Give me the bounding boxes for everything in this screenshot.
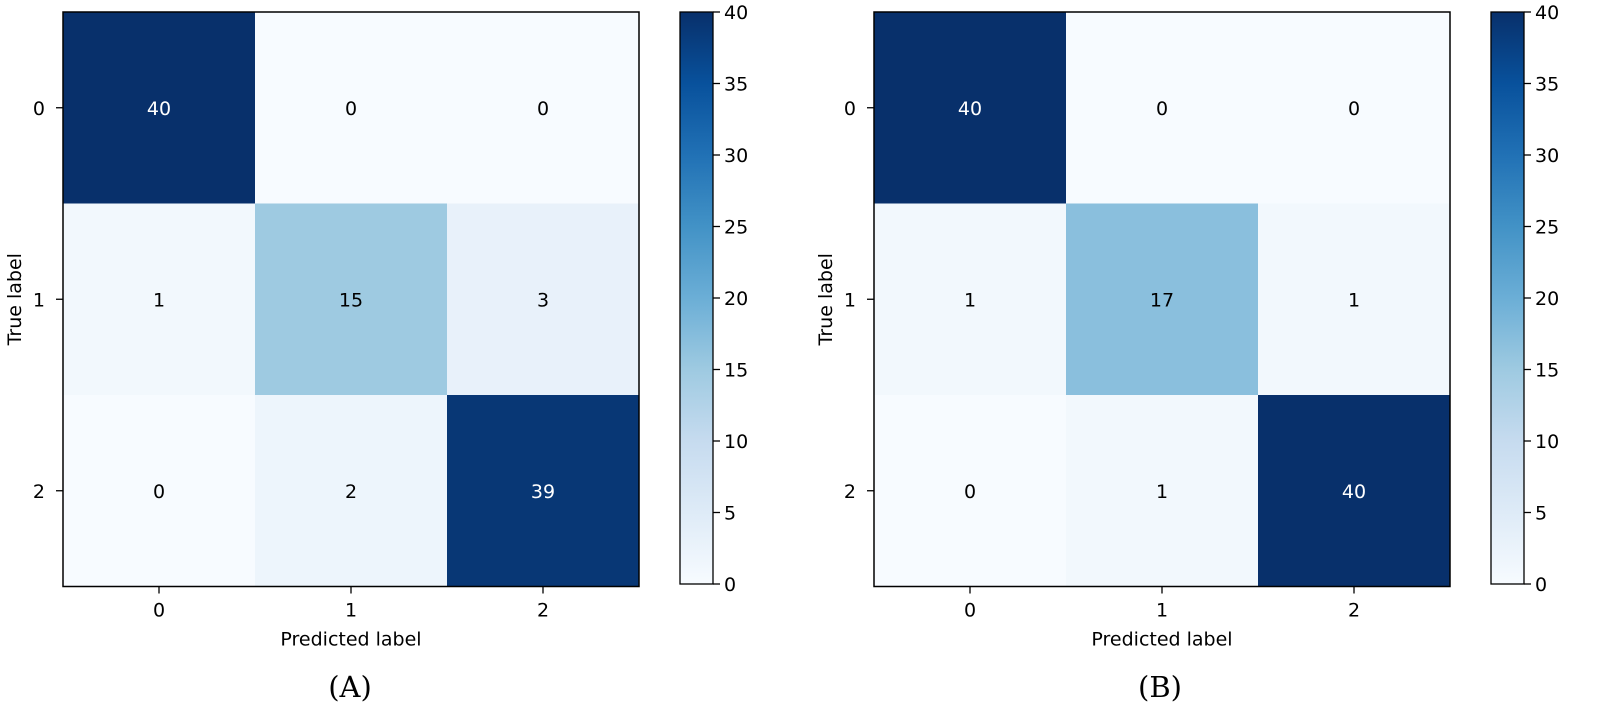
colorbar-tick-label: 35	[1535, 74, 1559, 96]
heatmap-cell	[1066, 203, 1258, 395]
colorbar-tick-label: 40	[724, 2, 748, 24]
heatmap-cell	[63, 12, 255, 204]
colorbar-tick-label: 40	[1535, 2, 1559, 24]
x-axis-title: Predicted label	[280, 629, 421, 651]
cell-value-label: 0	[345, 98, 357, 120]
cell-value-label: 3	[537, 289, 549, 311]
colorbar-tick-label: 15	[1535, 360, 1559, 382]
panel-label: (B)	[1138, 670, 1182, 704]
x-tick-label: 0	[964, 600, 976, 622]
colorbar-tick-label: 10	[724, 431, 748, 453]
cell-value-label: 0	[964, 481, 976, 503]
cell-value-label: 1	[964, 289, 976, 311]
heatmap-cell	[255, 395, 447, 587]
y-tick-label: 1	[844, 289, 856, 311]
colorbar	[1490, 11, 1525, 585]
x-axis-title: Predicted label	[1091, 629, 1232, 651]
cell-value-label: 40	[958, 98, 982, 120]
heatmap-cell	[447, 12, 639, 204]
y-tick-label: 0	[33, 98, 45, 120]
colorbar-tick-label: 35	[724, 74, 748, 96]
heatmap-cell	[255, 203, 447, 395]
cell-value-label: 1	[1348, 289, 1360, 311]
colorbar-tick-label: 20	[724, 288, 748, 310]
colorbar-tick-label: 0	[1535, 574, 1547, 596]
x-tick-label: 1	[1156, 600, 1168, 622]
y-axis-title: True label	[815, 253, 837, 346]
heatmap-cell	[1258, 395, 1450, 587]
x-tick-label: 2	[1348, 600, 1360, 622]
heatmap-cell	[874, 12, 1066, 204]
colorbar-tick-label: 5	[724, 503, 736, 525]
cell-value-label: 1	[1156, 481, 1168, 503]
heatmap-cell	[1066, 395, 1258, 587]
heatmap-cell	[447, 203, 639, 395]
cell-value-label: 0	[153, 481, 165, 503]
heatmap-cell	[874, 395, 1066, 587]
heatmap-cell	[1258, 12, 1450, 204]
colorbar	[679, 11, 714, 585]
colorbar-tick-label: 20	[1535, 288, 1559, 310]
x-tick-label: 2	[537, 600, 549, 622]
heatmap-cell	[447, 395, 639, 587]
colorbar-tick-label: 15	[724, 360, 748, 382]
heatmap-cell	[63, 395, 255, 587]
y-tick-label: 0	[844, 98, 856, 120]
cell-value-label: 2	[345, 481, 357, 503]
heatmap-cell	[1258, 203, 1450, 395]
cell-value-label: 0	[1156, 98, 1168, 120]
y-tick-label: 2	[844, 481, 856, 503]
colorbar-tick-label: 30	[1535, 145, 1559, 167]
panel-label: (A)	[328, 670, 372, 704]
cell-value-label: 17	[1150, 289, 1174, 311]
cell-value-label: 40	[1342, 481, 1366, 503]
heatmap-cell	[874, 203, 1066, 395]
cell-value-label: 1	[153, 289, 165, 311]
cell-value-label: 0	[1348, 98, 1360, 120]
y-tick-label: 2	[33, 481, 45, 503]
y-axis-title: True label	[4, 253, 26, 346]
x-tick-label: 1	[345, 600, 357, 622]
cell-value-label: 40	[147, 98, 171, 120]
heatmap-cell	[1066, 12, 1258, 204]
colorbar-tick-label: 25	[724, 217, 748, 239]
cell-value-label: 0	[537, 98, 549, 120]
cell-value-label: 15	[339, 289, 363, 311]
colorbar-tick-label: 25	[1535, 217, 1559, 239]
colorbar-tick-label: 5	[1535, 503, 1547, 525]
heatmap-cell	[255, 12, 447, 204]
cell-value-label: 39	[531, 481, 555, 503]
colorbar-tick-label: 10	[1535, 431, 1559, 453]
heatmap-cell	[63, 203, 255, 395]
colorbar-tick-label: 0	[724, 574, 736, 596]
y-tick-label: 1	[33, 289, 45, 311]
x-tick-label: 0	[153, 600, 165, 622]
colorbar-tick-label: 30	[724, 145, 748, 167]
